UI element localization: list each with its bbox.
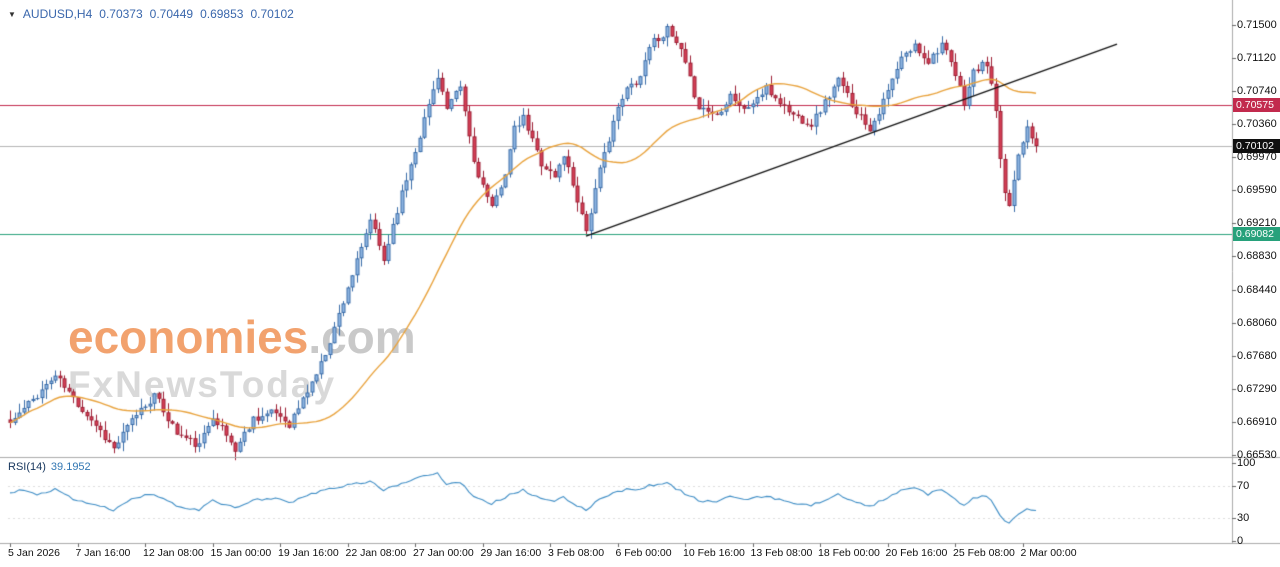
time-axis-label: 27 Jan 00:00 xyxy=(413,547,474,559)
quote-high: 0.70449 xyxy=(149,7,194,21)
price-axis-label: 0.69590 xyxy=(1237,184,1277,197)
rsi-name: RSI(14) xyxy=(8,461,46,473)
price-axis-label: 0.68830 xyxy=(1237,250,1277,263)
time-axis-label: 7 Jan 16:00 xyxy=(75,547,131,559)
time-axis-label: 10 Feb 16:00 xyxy=(683,547,745,559)
rsi-scale-label: 70 xyxy=(1237,480,1250,493)
rsi-scale-label: 100 xyxy=(1237,457,1256,469)
price-axis-label: 0.68440 xyxy=(1237,283,1277,296)
current-price-level-tag: 0.70102 xyxy=(1233,139,1280,154)
price-axis-label: 0.69210 xyxy=(1237,217,1277,230)
price-axis-label: 0.67290 xyxy=(1237,383,1277,396)
time-axis-label: 6 Feb 00:00 xyxy=(615,547,672,559)
symbol-dropdown-icon[interactable]: ▼ xyxy=(8,9,16,19)
symbol-name: AUDUSD,H4 xyxy=(22,7,93,21)
support-level-tag: 0.69082 xyxy=(1233,227,1280,242)
time-axis-label: 2 Mar 00:00 xyxy=(1020,547,1077,559)
resistance-level-tag: 0.70575 xyxy=(1233,98,1280,113)
time-axis-label: 18 Feb 00:00 xyxy=(818,547,880,559)
price-axis-label: 0.68060 xyxy=(1237,316,1277,329)
time-axis-label: 22 Jan 08:00 xyxy=(345,547,407,559)
rsi-scale-label: 0 xyxy=(1237,535,1244,547)
quote-open: 0.70373 xyxy=(99,7,143,21)
price-axis-label: 0.70360 xyxy=(1237,117,1277,130)
time-axis-label: 3 Feb 08:00 xyxy=(548,547,605,559)
rsi-scale-label: 30 xyxy=(1237,511,1250,524)
quote-low: 0.69853 xyxy=(200,7,244,21)
rsi-value: 39.1952 xyxy=(50,461,91,473)
price-axis-label: 0.66530 xyxy=(1237,448,1277,461)
time-axis-label: 5 Jan 2026 xyxy=(8,547,60,559)
time-axis-label: 20 Feb 16:00 xyxy=(885,547,948,559)
rsi-indicator-label: RSI(14) 39.1952 xyxy=(8,461,91,473)
price-axis-label: 0.71500 xyxy=(1237,19,1277,32)
time-axis-label: 25 Feb 08:00 xyxy=(953,547,1015,559)
time-axis-label: 12 Jan 08:00 xyxy=(143,547,204,559)
price-axis-label: 0.70740 xyxy=(1237,84,1277,97)
quote-close: 0.70102 xyxy=(250,7,294,21)
price-axis-label: 0.71120 xyxy=(1237,52,1276,64)
time-axis-label: 19 Jan 16:00 xyxy=(278,547,339,559)
price-axis-label: 0.69970 xyxy=(1237,151,1277,164)
time-axis-label: 29 Jan 16:00 xyxy=(480,547,542,559)
time-axis-label: 15 Jan 00:00 xyxy=(210,547,272,559)
time-axis-label: 13 Feb 08:00 xyxy=(750,547,813,559)
symbol-info: ▼ AUDUSD,H4 0.70373 0.70449 0.69853 0.70… xyxy=(8,7,294,21)
price-axis-label: 0.67680 xyxy=(1237,349,1277,362)
price-axis-label: 0.66910 xyxy=(1237,416,1277,429)
